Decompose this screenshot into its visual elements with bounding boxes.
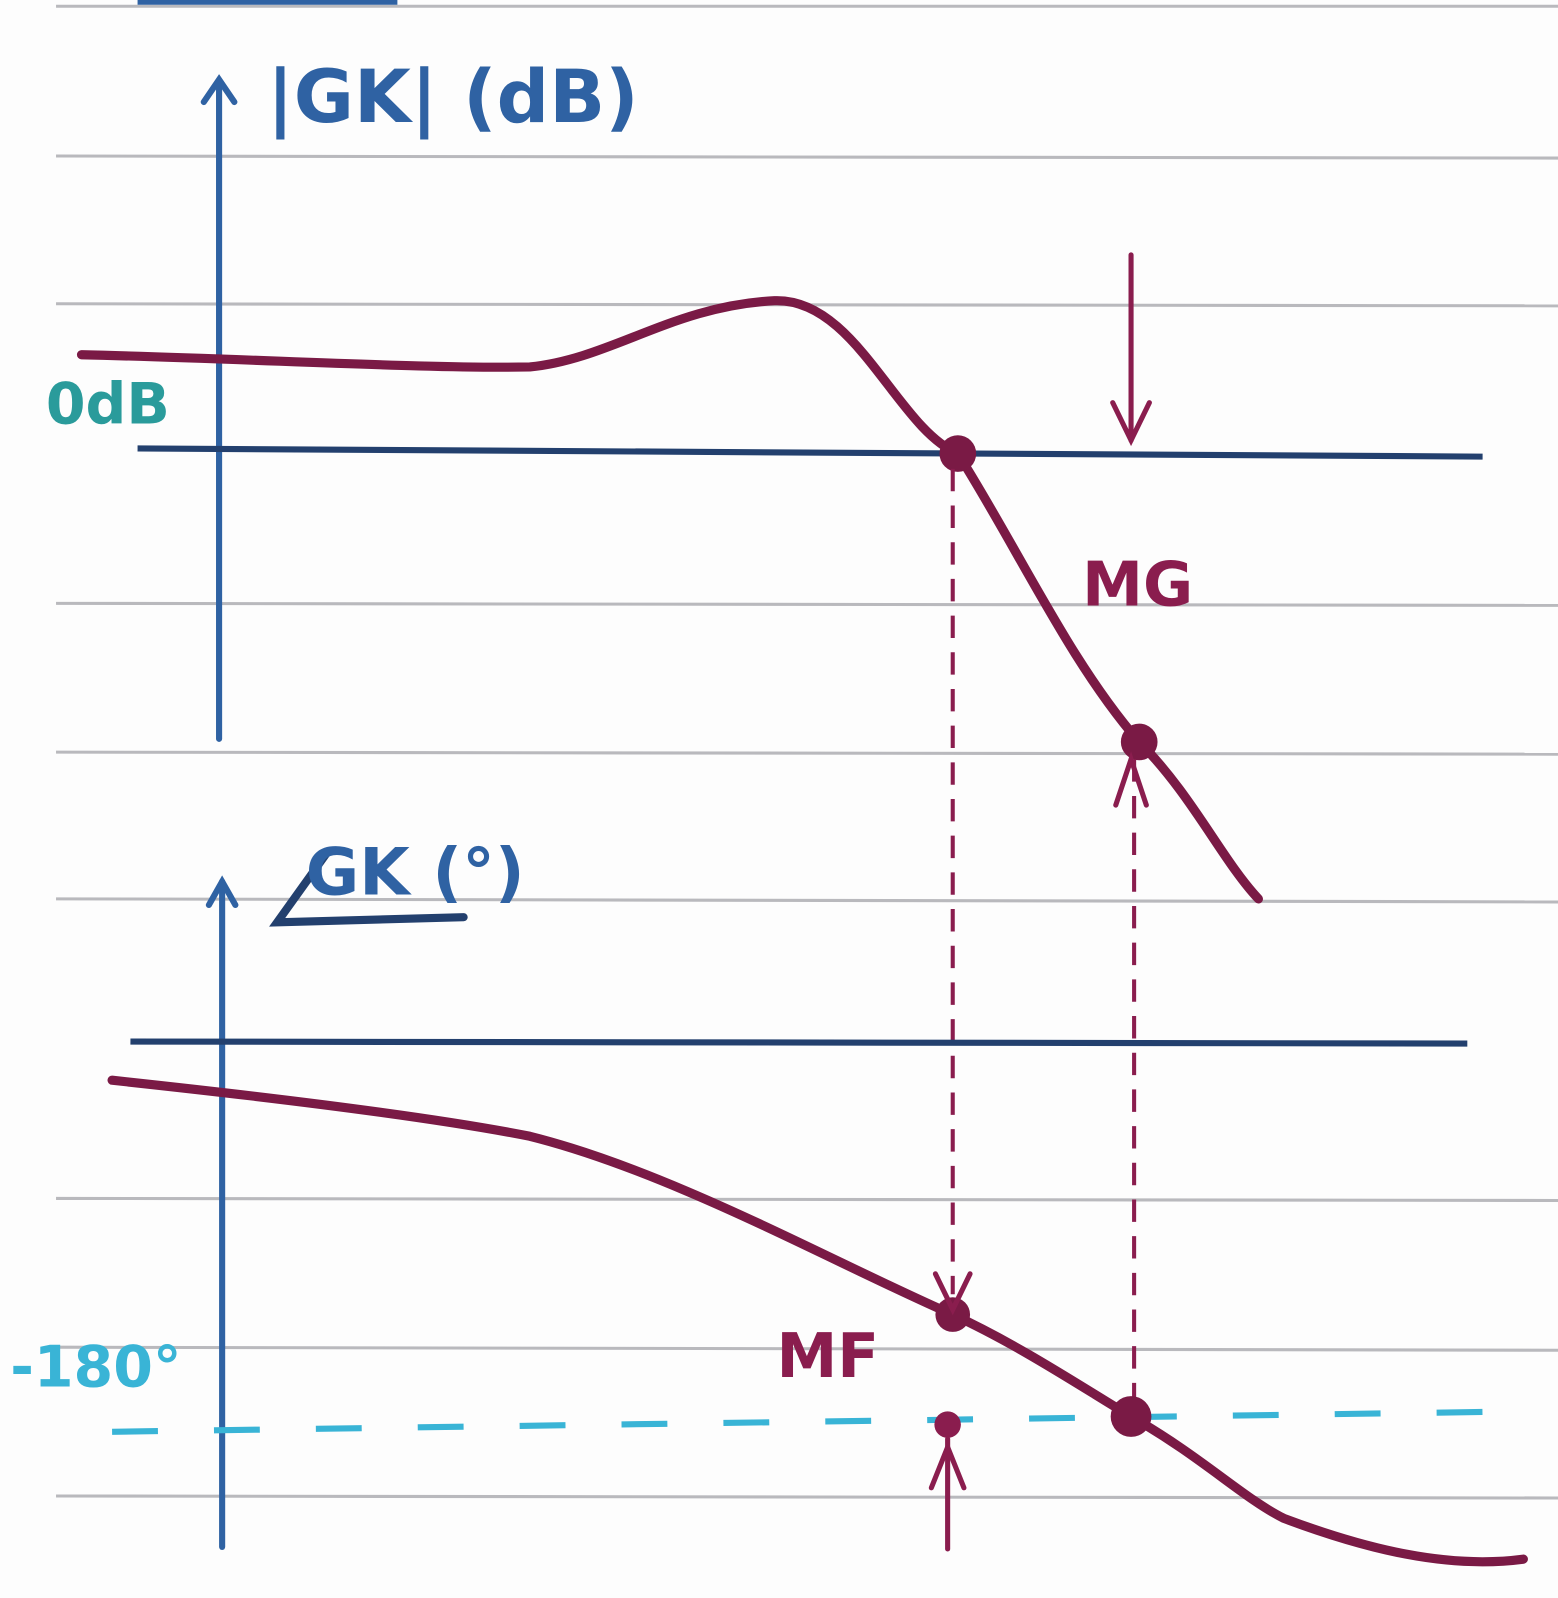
zero-db-label: 0dB xyxy=(46,371,170,437)
phase-crossover-magnitude-point xyxy=(1121,724,1158,761)
diagram: |GK| (dB) 0dB MG GK (°) -180° MF xyxy=(0,0,1558,1598)
mg-label: MG xyxy=(1082,550,1193,621)
gain-crossover-point xyxy=(939,435,976,472)
zero-db-line xyxy=(138,448,1483,456)
mf-point xyxy=(934,1411,960,1437)
magnitude-label: |GK| (dB) xyxy=(267,55,639,140)
phase-crossover-point xyxy=(1111,1396,1152,1437)
minus-180-label: -180° xyxy=(10,1334,181,1400)
phase-label: GK (°) xyxy=(306,835,525,911)
mg-arrow-up xyxy=(1116,759,1147,805)
mf-label: MF xyxy=(776,1321,879,1392)
minus-180-line xyxy=(112,1411,1523,1431)
zero-degree-line xyxy=(130,1042,1467,1044)
paper-lines xyxy=(56,2,1558,1498)
